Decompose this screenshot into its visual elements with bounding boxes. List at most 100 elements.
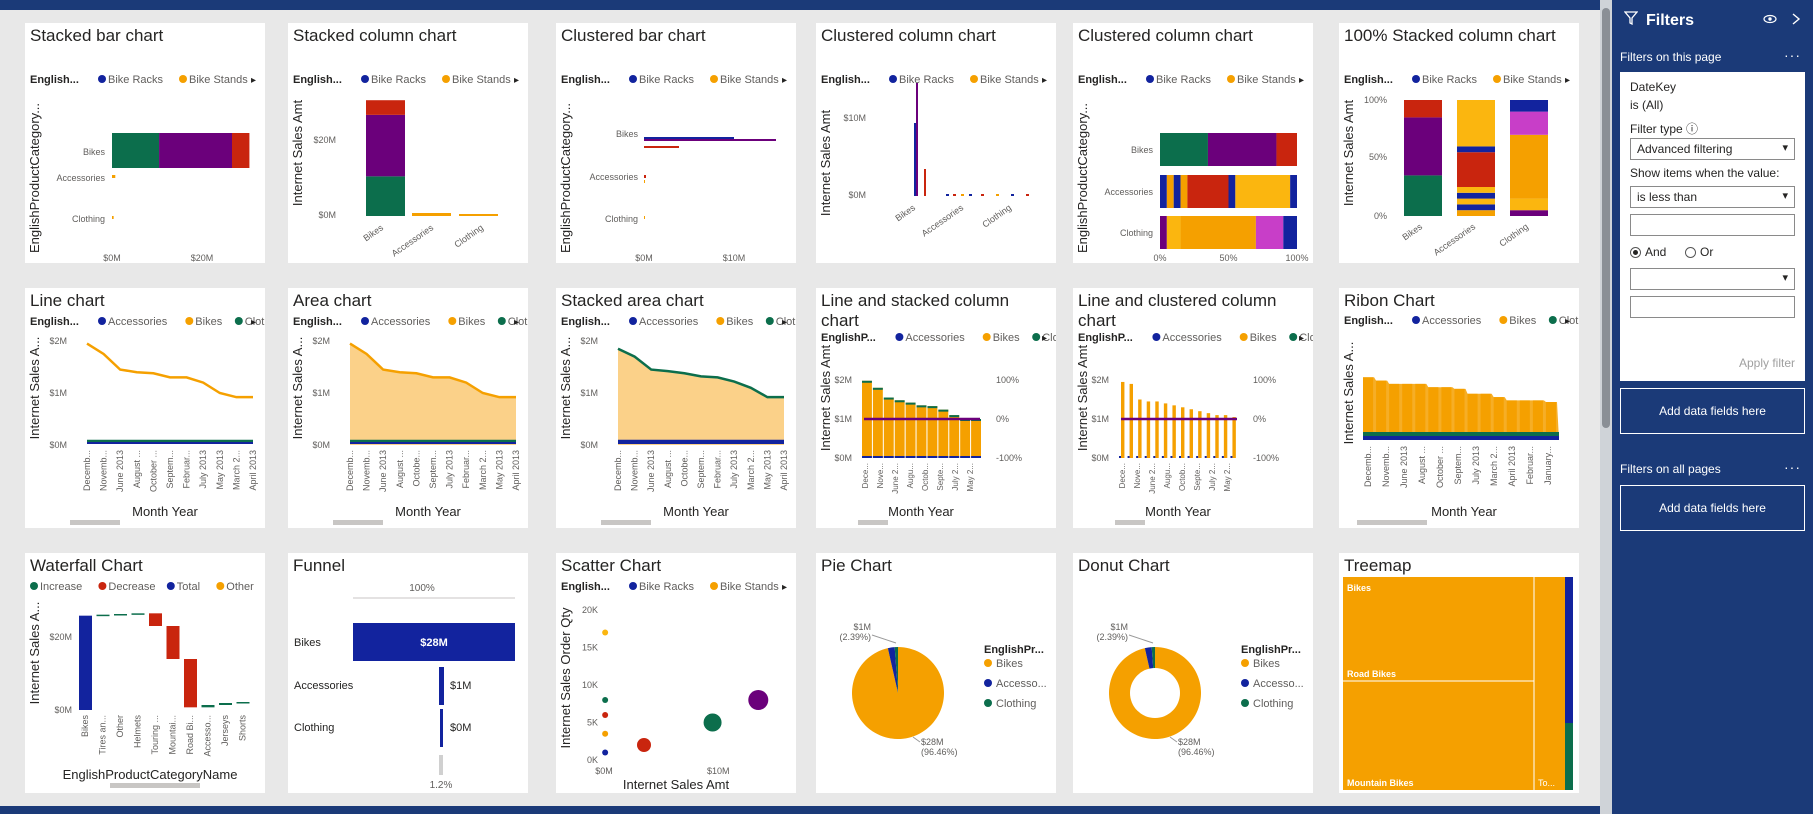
column-segment bbox=[366, 100, 405, 115]
horizontal-scrollbar bbox=[858, 520, 888, 525]
data-label: (2.39%) bbox=[1096, 632, 1128, 642]
tick-label: $0M bbox=[312, 440, 330, 450]
tick-label: 50% bbox=[1219, 253, 1237, 263]
visual-line[interactable]: English... Accessories Bikes Clothing▸ Inter… bbox=[25, 288, 265, 528]
tick-label: 100% bbox=[1253, 375, 1276, 385]
bar-segment bbox=[1207, 133, 1277, 166]
bar-segment bbox=[159, 133, 232, 168]
canvas-scrollbar[interactable] bbox=[1600, 0, 1612, 814]
filter-field-name: DateKey bbox=[1630, 80, 1677, 94]
category-label: Novemb... bbox=[99, 450, 109, 491]
legend-item: Bike Stands bbox=[720, 74, 779, 86]
category-label: Helmets bbox=[133, 715, 143, 749]
visual-line-clustered-column[interactable]: EnglishP... Accessories Bikes Clothing▸ Inte… bbox=[1073, 288, 1313, 528]
second-condition-dropdown[interactable]: ▾ bbox=[1630, 268, 1795, 290]
funnel-bar bbox=[439, 755, 443, 775]
legend-title: English... bbox=[293, 74, 342, 86]
ribbon-column bbox=[1415, 383, 1426, 440]
visual-stacked-area[interactable]: English... Accessories Bikes Clothing▸ Inter… bbox=[556, 288, 796, 528]
more-options-icon[interactable]: ··· bbox=[1784, 459, 1801, 475]
category-label: Augu... bbox=[906, 463, 915, 488]
add-data-fields-page[interactable]: Add data fields here bbox=[1620, 388, 1805, 434]
scrollbar-thumb[interactable] bbox=[1602, 8, 1610, 428]
filter-type-dropdown[interactable]: Advanced filtering ▾ bbox=[1630, 138, 1795, 160]
bar-segment bbox=[232, 133, 250, 168]
legend-item: Total bbox=[177, 581, 200, 593]
chevron-down-icon: ▾ bbox=[1782, 272, 1788, 284]
scatter-point bbox=[748, 690, 769, 710]
column bbox=[961, 194, 964, 196]
legend-marker bbox=[716, 317, 725, 325]
tick-label: $20M bbox=[191, 253, 214, 263]
second-value-input[interactable] bbox=[1630, 296, 1795, 318]
y-axis-title: Internet Sales Amt bbox=[1341, 100, 1356, 207]
collapse-chevron-icon[interactable] bbox=[1791, 13, 1801, 28]
condition-dropdown[interactable]: is less than ▾ bbox=[1630, 186, 1795, 208]
category-label: August ... bbox=[132, 450, 142, 488]
category-label: Februar... bbox=[713, 450, 723, 489]
column bbox=[1187, 456, 1190, 458]
visual-area[interactable]: English... Accessories Bikes Clothing▸ Inter… bbox=[288, 288, 528, 528]
visual-stacked-bar[interactable]: English... Bike Racks Bike Stands ▸ EnglishP… bbox=[25, 23, 265, 263]
column bbox=[1179, 456, 1181, 458]
category-label: June 2013 bbox=[115, 450, 125, 492]
column bbox=[927, 456, 938, 458]
visual-title: Line and clustered column chart bbox=[1078, 291, 1277, 330]
bar-segment bbox=[1283, 216, 1297, 249]
category-label: Jerseys bbox=[220, 715, 230, 747]
column bbox=[905, 402, 916, 405]
visual-clustered-column-2[interactable]: English... Bike Racks Bike Stands ▸ EnglishP… bbox=[1073, 23, 1313, 263]
legend-item: Accessories bbox=[371, 316, 431, 328]
legend-marker bbox=[1241, 659, 1249, 667]
visual-funnel[interactable]: 100% $28M Bikes $1M Accessories $0M Clothing 1.… bbox=[288, 553, 528, 793]
visual-stacked-column[interactable]: English... Bike Racks Bike Stands ▸ Internet… bbox=[288, 23, 528, 263]
eye-icon[interactable] bbox=[1763, 13, 1777, 28]
category-label: Octob... bbox=[921, 463, 930, 491]
or-radio[interactable]: Or bbox=[1685, 245, 1713, 259]
visual-title: Donut Chart bbox=[1078, 556, 1170, 575]
visual-clustered-bar[interactable]: English... Bike Racks Bike Stands ▸ EnglishP… bbox=[556, 23, 796, 263]
visual-treemap[interactable]: Bikes Road Bikes Mountain Bikes To... Treema… bbox=[1339, 553, 1579, 793]
column-segment bbox=[1404, 100, 1442, 118]
visual-title: Treemap bbox=[1344, 556, 1412, 575]
legend-marker bbox=[448, 317, 457, 325]
category-label: August ... bbox=[395, 450, 405, 488]
funnel-top-percent: 100% bbox=[409, 583, 435, 594]
visual-pie[interactable]: $1M (2.39%) $28M (96.46%) EnglishPr... Bikes A… bbox=[816, 553, 1056, 793]
visual-waterfall[interactable]: Increase Decrease Total Other Internet Sales… bbox=[25, 553, 265, 793]
visual-pct-stacked-column[interactable]: English... Bike Racks Bike Stands ▸ Internet… bbox=[1339, 23, 1579, 263]
column-segment bbox=[1510, 134, 1548, 199]
category-label: July 2... bbox=[951, 463, 960, 491]
apply-filter-button[interactable]: Apply filter bbox=[1738, 356, 1795, 370]
column-segment bbox=[412, 213, 451, 216]
datekey-filter-card[interactable]: DateKey is (All) Filter type ⓘ Advanced … bbox=[1620, 72, 1805, 381]
legend-item: Bike Stands bbox=[1237, 74, 1296, 86]
treemap-label: Bikes bbox=[1347, 583, 1371, 593]
category-label: May 2013 bbox=[494, 450, 504, 490]
bar-segment bbox=[1235, 175, 1291, 208]
legend-item: Clothing bbox=[508, 316, 528, 328]
column bbox=[894, 400, 905, 458]
legend-item: Bike Racks bbox=[639, 581, 695, 593]
condition-value-input[interactable] bbox=[1630, 214, 1795, 236]
visual-title: Line and stacked column chart bbox=[821, 291, 1010, 330]
tick-label: $0M bbox=[580, 440, 598, 450]
and-radio[interactable]: And bbox=[1630, 245, 1666, 259]
legend-item: Bikes bbox=[1509, 315, 1536, 327]
visual-donut[interactable]: $1M (2.39%) $28M (96.46%) EnglishPr... Bikes A… bbox=[1073, 553, 1313, 793]
legend-more-icon: ▸ bbox=[782, 582, 787, 593]
visual-line-stacked-column[interactable]: EnglishP... Accessories Bikes Clothing▸ Inte… bbox=[816, 288, 1056, 528]
visual-ribbon[interactable]: English... Accessories Bikes Clothing▸ Inter… bbox=[1339, 288, 1579, 528]
category-label: April 2013 bbox=[779, 450, 789, 491]
chart-svg: English... Accessories Bikes Clothing▸ Inter… bbox=[27, 316, 265, 525]
legend-item: Bike Racks bbox=[899, 74, 955, 86]
add-data-fields-all[interactable]: Add data fields here bbox=[1620, 485, 1805, 531]
visual-scatter[interactable]: English... Bike Racks Bike Stands ▸ Internet… bbox=[556, 553, 796, 793]
column bbox=[894, 456, 905, 458]
visual-clustered-column[interactable]: English... Bike Racks Bike Stands ▸ Internet… bbox=[816, 23, 1056, 263]
more-options-icon[interactable]: ··· bbox=[1784, 47, 1801, 63]
funnel-bar bbox=[439, 667, 444, 705]
column bbox=[916, 83, 918, 196]
column bbox=[969, 194, 972, 196]
legend-item: Accessories bbox=[108, 316, 168, 328]
